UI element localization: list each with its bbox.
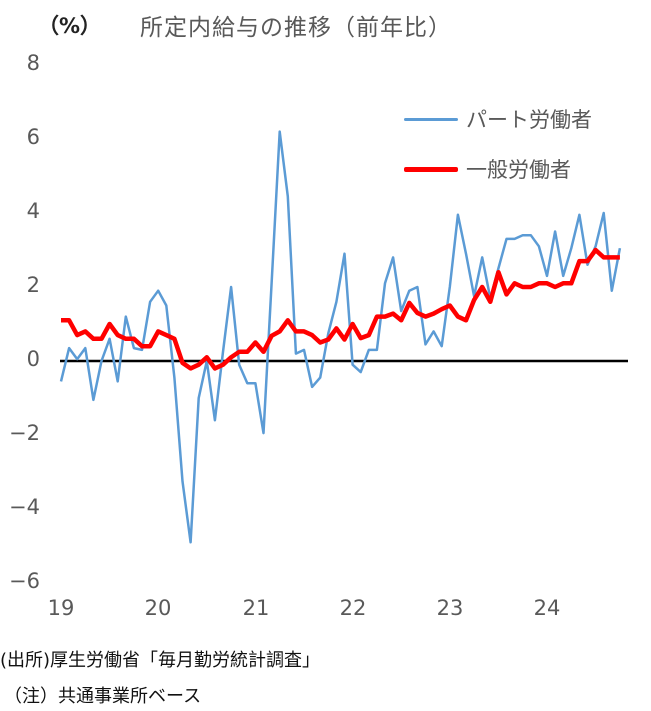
- y-tick: −2: [9, 421, 40, 445]
- legend-swatch-red: [404, 166, 458, 172]
- y-tick: 6: [26, 125, 40, 149]
- legend-label: 一般労働者: [466, 158, 571, 182]
- part-time-series-line: [59, 130, 622, 544]
- footnote: （注）共通事業所ベース: [4, 686, 202, 707]
- x-tick: 24: [533, 596, 561, 620]
- legend-item-general: 一般労働者: [404, 154, 571, 184]
- legend-item-part: パート労働者: [404, 104, 592, 134]
- y-tick: 2: [26, 273, 40, 297]
- x-tick: 23: [436, 596, 464, 620]
- y-tick: −6: [9, 569, 40, 593]
- legend-label: パート労働者: [466, 108, 592, 132]
- x-tick: 22: [339, 596, 367, 620]
- general-series-line: [61, 247, 620, 371]
- chart-title: 所定内給与の推移（前年比）: [140, 15, 452, 41]
- x-tick: 21: [242, 596, 270, 620]
- y-tick: 0: [26, 347, 40, 371]
- y-tick: 8: [26, 51, 40, 75]
- x-tick: 19: [47, 596, 75, 620]
- x-tick: 20: [144, 596, 172, 620]
- y-tick: 4: [26, 199, 40, 223]
- source-note: (出所)厚生労働省「毎月勤労統計調査」: [0, 650, 321, 671]
- y-tick: −4: [9, 495, 40, 519]
- legend-swatch-blue: [404, 117, 458, 121]
- unit-label: （%）: [38, 14, 102, 38]
